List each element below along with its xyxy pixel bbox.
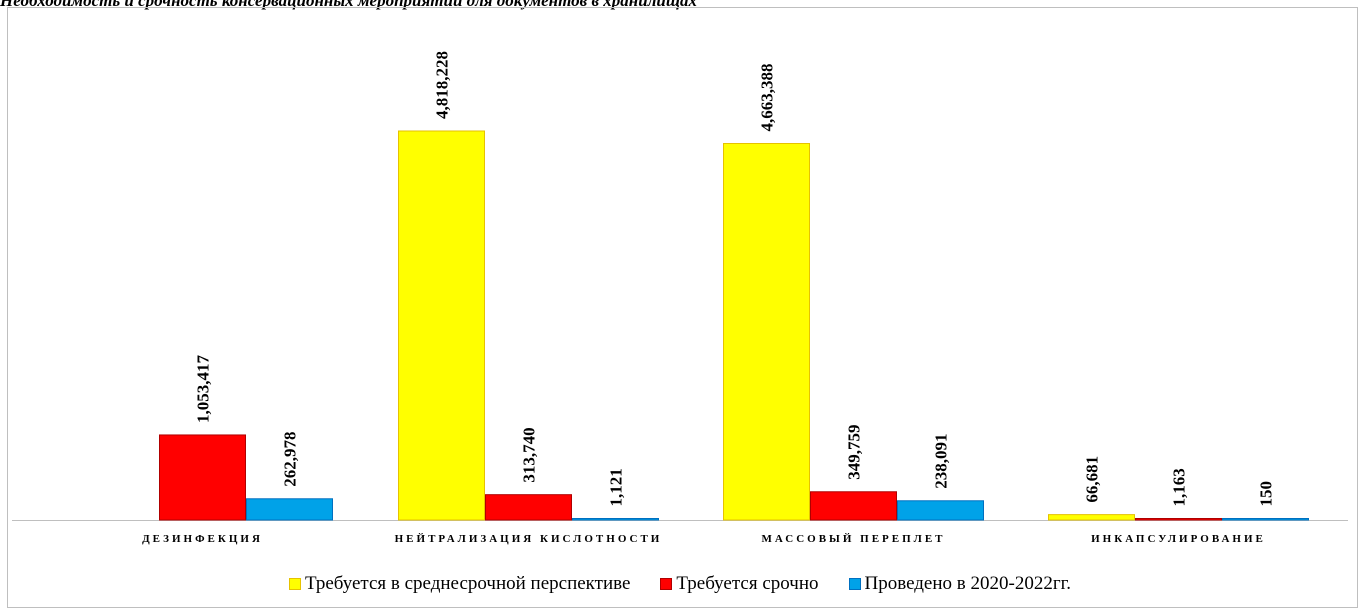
category-label: ДЕЗИНФЕКЦИЯ <box>142 533 263 545</box>
bar <box>897 500 984 521</box>
bar <box>159 434 246 521</box>
bar <box>246 498 333 521</box>
chart-title: Необходимость и срочность консервационны… <box>0 0 698 10</box>
data-label: 4,818,228 <box>433 51 452 119</box>
legend-item-done: Проведено в 2020-2022гг. <box>848 573 1072 595</box>
data-label: 1,053,417 <box>194 354 213 423</box>
chart-frame <box>7 7 1358 608</box>
legend-swatch-medium-term <box>288 578 301 590</box>
data-label: 313,740 <box>520 427 539 482</box>
data-label: 66,681 <box>1083 456 1102 503</box>
legend: Требуется в среднесрочной перспективе Тр… <box>0 572 1360 596</box>
data-label: 349,759 <box>845 425 864 480</box>
category-label: НЕЙТРАЛИЗАЦИЯ КИСЛОТНОСТИ <box>395 533 663 545</box>
data-label: 150 <box>1257 481 1276 507</box>
bar <box>723 143 810 521</box>
data-label: 1,121 <box>607 468 626 506</box>
bar <box>572 518 659 521</box>
data-label: 262,978 <box>281 432 300 487</box>
data-label: 4,663,388 <box>758 64 777 132</box>
bar <box>810 491 897 521</box>
legend-item-medium-term: Требуется в среднесрочной перспективе <box>288 573 631 595</box>
bar <box>1135 518 1222 521</box>
data-label: 238,091 <box>932 434 951 489</box>
legend-label-urgent: Требуется срочно <box>676 573 819 594</box>
legend-swatch-done <box>848 578 861 590</box>
bar <box>485 494 572 521</box>
bar <box>1048 514 1135 521</box>
legend-swatch-urgent <box>660 578 673 590</box>
bar <box>398 130 485 521</box>
legend-item-urgent: Требуется срочно <box>660 573 819 595</box>
legend-label-done: Проведено в 2020-2022гг. <box>864 573 1072 594</box>
category-label: ИНКАПСУЛИРОВАНИЕ <box>1091 533 1266 545</box>
bar <box>1222 518 1309 521</box>
data-label: 1,163 <box>1170 468 1189 506</box>
category-label: МАССОВЫЙ ПЕРЕПЛЕТ <box>761 533 945 545</box>
legend-label-medium-term: Требуется в среднесрочной перспективе <box>304 573 631 594</box>
